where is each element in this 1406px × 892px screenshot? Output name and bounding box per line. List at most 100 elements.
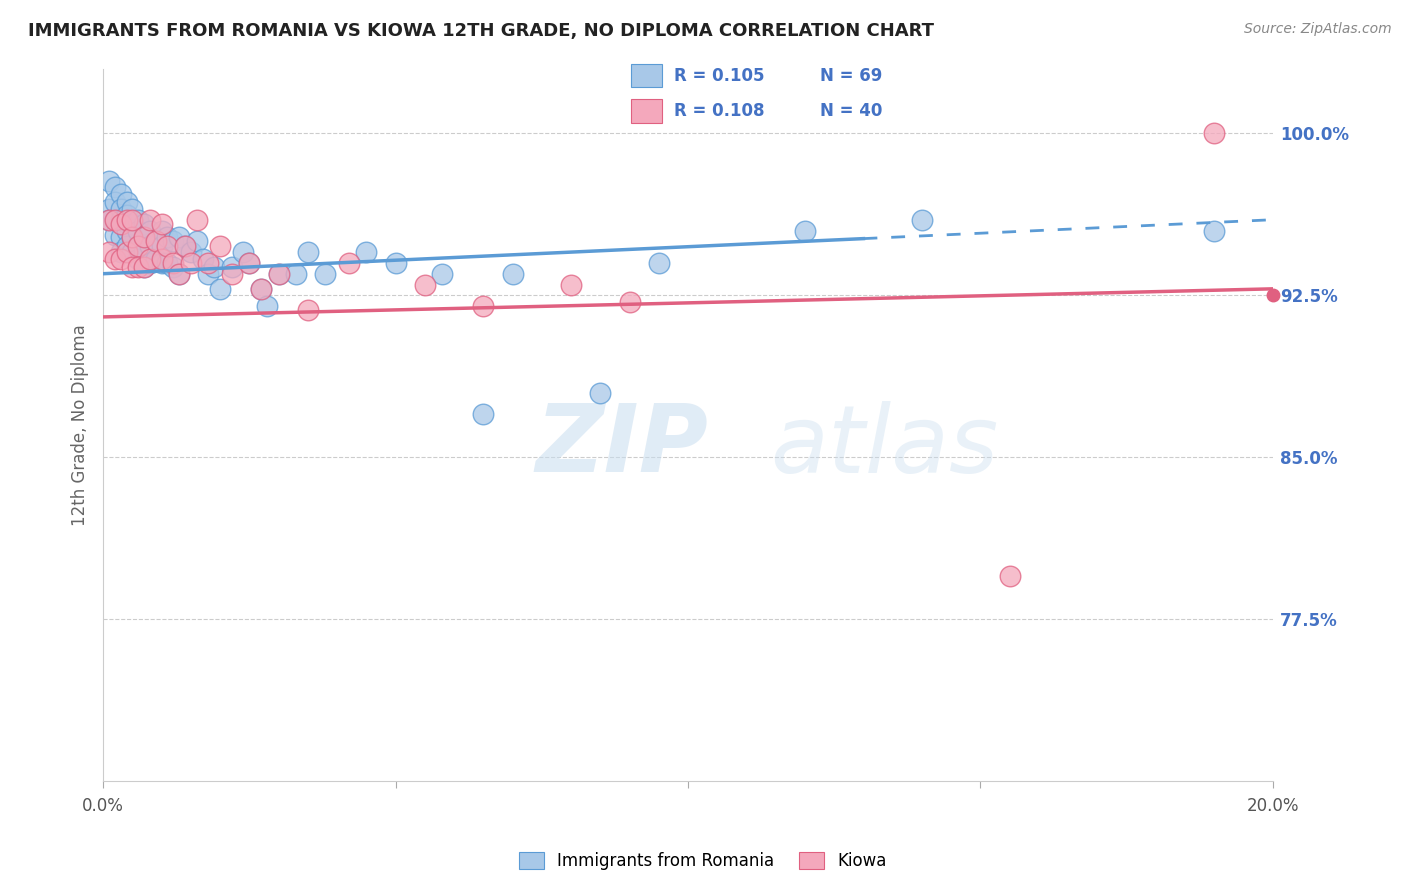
Point (121, 245, 143, 260)
Text: ZIP: ZIP (536, 401, 709, 492)
Point (156, 238, 179, 252)
Point (238, 256, 260, 270)
Point (180, 245, 202, 260)
Point (115, 223, 138, 237)
Point (221, 267, 243, 281)
Point (250, 282, 273, 296)
Point (1204, 223, 1226, 237)
Point (191, 252, 214, 266)
Point (150, 238, 173, 252)
Text: R = 0.108: R = 0.108 (675, 103, 765, 120)
Point (186, 212, 208, 227)
Point (209, 282, 232, 296)
Text: N = 69: N = 69 (820, 67, 882, 85)
Point (139, 252, 162, 266)
Point (232, 245, 254, 260)
Point (104, 227, 127, 242)
Point (132, 260, 155, 275)
Point (115, 208, 138, 222)
Text: R = 0.105: R = 0.105 (675, 67, 765, 85)
Point (127, 223, 149, 237)
Point (127, 252, 149, 266)
Point (156, 256, 179, 270)
Text: atlas: atlas (770, 401, 998, 491)
Text: IMMIGRANTS FROM ROMANIA VS KIOWA 12TH GRADE, NO DIPLOMA CORRELATION CHART: IMMIGRANTS FROM ROMANIA VS KIOWA 12TH GR… (28, 22, 934, 40)
Point (132, 217, 155, 231)
Point (150, 252, 173, 266)
Point (127, 238, 149, 252)
Point (110, 230, 132, 244)
Point (174, 238, 197, 252)
Point (121, 217, 143, 231)
Point (121, 260, 143, 275)
Point (98, 212, 121, 227)
Point (267, 267, 290, 281)
Point (209, 238, 232, 252)
Point (98, 212, 121, 227)
Point (139, 212, 162, 227)
Point (297, 303, 319, 318)
Point (197, 267, 219, 281)
Point (648, 256, 671, 270)
Point (132, 260, 155, 275)
Point (356, 245, 378, 260)
Point (139, 256, 162, 270)
Point (285, 267, 308, 281)
Point (115, 212, 138, 227)
Point (180, 256, 202, 270)
Point (297, 245, 319, 260)
Text: Source: ZipAtlas.com: Source: ZipAtlas.com (1244, 22, 1392, 37)
Point (104, 212, 127, 227)
Point (115, 195, 138, 210)
Point (145, 235, 167, 249)
Point (794, 223, 817, 237)
Point (256, 299, 278, 313)
Point (221, 260, 243, 275)
Text: N = 40: N = 40 (820, 103, 882, 120)
Point (121, 230, 143, 244)
Point (472, 299, 495, 313)
Point (560, 277, 582, 292)
Point (162, 260, 184, 275)
Point (162, 235, 184, 249)
Point (139, 223, 162, 237)
Point (186, 235, 208, 249)
Point (150, 256, 173, 270)
Point (202, 260, 225, 275)
Point (589, 385, 612, 400)
Point (250, 282, 273, 296)
Point (110, 186, 132, 201)
Point (167, 267, 190, 281)
Point (162, 256, 184, 270)
Point (110, 202, 132, 216)
Y-axis label: 12th Grade, No Diploma: 12th Grade, No Diploma (72, 324, 89, 525)
Point (104, 180, 127, 194)
Point (132, 230, 155, 244)
Point (911, 212, 934, 227)
Point (432, 267, 454, 281)
Point (502, 267, 524, 281)
Point (115, 245, 138, 260)
Point (238, 256, 260, 270)
Point (104, 252, 127, 266)
Point (145, 252, 167, 266)
FancyBboxPatch shape (631, 99, 662, 123)
Point (337, 256, 360, 270)
Point (104, 195, 127, 210)
Legend: Immigrants from Romania, Kiowa: Immigrants from Romania, Kiowa (512, 845, 894, 877)
Point (150, 217, 173, 231)
Point (110, 245, 132, 260)
Point (110, 217, 132, 231)
Point (413, 277, 436, 292)
Point (98, 174, 121, 188)
Point (998, 569, 1021, 583)
Point (98, 245, 121, 260)
Point (110, 217, 132, 231)
Point (121, 230, 143, 244)
Point (98, 202, 121, 216)
Point (314, 267, 336, 281)
Point (127, 238, 149, 252)
Point (384, 256, 406, 270)
Point (121, 202, 143, 216)
Point (167, 230, 190, 244)
